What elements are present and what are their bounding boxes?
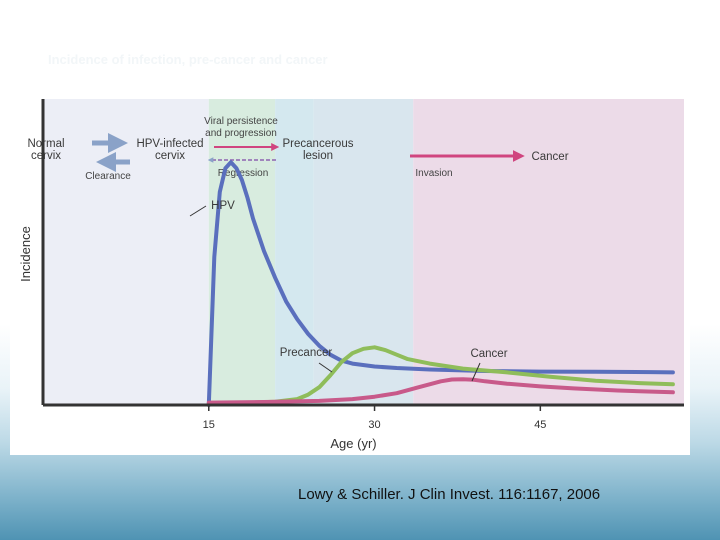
transition-label-regression: Regression <box>218 168 269 179</box>
series-leader-cancer <box>471 362 481 382</box>
x-tick-label-45: 45 <box>534 419 546 431</box>
stage-label-precancer: Precancerous lesion <box>283 138 354 162</box>
slide-title: Incidence of infection, pre-cancer and c… <box>48 52 328 67</box>
stage-band-cancer <box>413 99 684 405</box>
series-leader-hpv <box>189 205 207 217</box>
stage-label-normal: Normal cervix <box>27 138 64 162</box>
transition-label-persistence: Viral persistence and progression <box>204 116 278 139</box>
stage-label-cancer: Cancer <box>531 151 568 163</box>
stage-label-hpv: HPV-infected cervix <box>136 138 203 162</box>
y-axis-label: Incidence <box>18 226 33 282</box>
series-label-cancer: Cancer <box>470 348 507 360</box>
series-label-precancer: Precancer <box>280 347 333 359</box>
series-leader-precancer <box>318 362 333 373</box>
series-label-hpv: HPV <box>211 200 235 212</box>
incidence-chart: Viral persistence and progression Clearanc… <box>18 99 684 451</box>
transition-label-clearance: Clearance <box>85 171 131 182</box>
figure-panel: Viral persistence and progression Clearanc… <box>10 87 690 455</box>
x-tick-label-30: 30 <box>368 419 380 431</box>
x-tick-label-15: 15 <box>203 419 215 431</box>
series-line-cancer <box>206 377 675 405</box>
x-axis-label: Age (yr) <box>330 436 376 451</box>
citation: Lowy & Schiller. J Clin Invest. 116:1167… <box>298 486 601 503</box>
stage-band-persist <box>275 99 314 405</box>
transition-label-invasion: Invasion <box>415 168 452 179</box>
